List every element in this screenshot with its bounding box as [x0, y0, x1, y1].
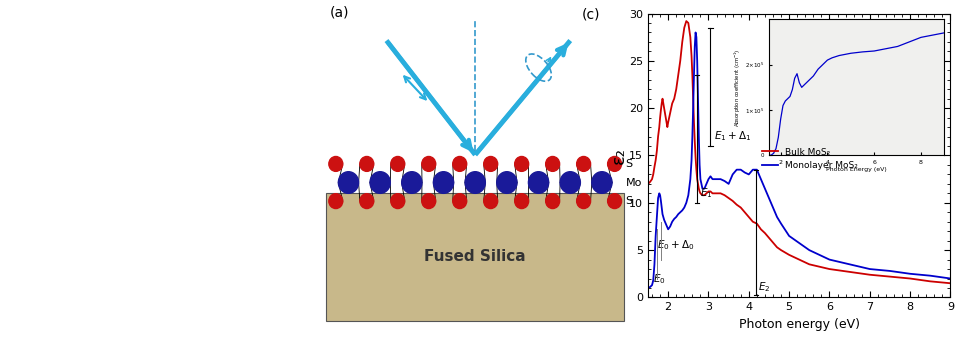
- Circle shape: [608, 156, 621, 171]
- Text: $E_0$: $E_0$: [653, 272, 665, 286]
- Monolayer MoS₂: [642, 286, 654, 290]
- Circle shape: [577, 156, 590, 171]
- Bulk MoS₂: [693, 187, 705, 191]
- Circle shape: [338, 172, 359, 193]
- Circle shape: [329, 194, 343, 209]
- Circle shape: [391, 156, 405, 171]
- Text: (c): (c): [582, 8, 600, 22]
- Bulk MoS₂: [677, 40, 688, 44]
- Circle shape: [545, 194, 560, 209]
- Circle shape: [591, 172, 612, 193]
- Line: Bulk MoS₂: Bulk MoS₂: [648, 21, 950, 283]
- Circle shape: [329, 156, 343, 171]
- Circle shape: [515, 194, 529, 209]
- Monolayer MoS₂: [715, 177, 727, 181]
- Y-axis label: ε₂: ε₂: [610, 147, 628, 164]
- Monolayer MoS₂: [693, 135, 705, 139]
- Text: $E_1$: $E_1$: [701, 186, 713, 200]
- Circle shape: [515, 156, 529, 171]
- Bar: [326, 193, 624, 321]
- Text: (a): (a): [329, 6, 349, 20]
- Monolayer MoS₂: [756, 177, 767, 181]
- Circle shape: [391, 194, 405, 209]
- Text: S: S: [626, 196, 633, 206]
- Circle shape: [401, 172, 422, 193]
- Circle shape: [484, 194, 497, 209]
- Monolayer MoS₂: [690, 30, 702, 34]
- Bulk MoS₂: [708, 191, 720, 195]
- Circle shape: [465, 172, 486, 193]
- Text: $E_2$: $E_2$: [758, 280, 771, 294]
- Circle shape: [545, 156, 560, 171]
- Text: S: S: [626, 159, 633, 169]
- Circle shape: [577, 194, 590, 209]
- Bulk MoS₂: [652, 135, 663, 139]
- Circle shape: [360, 194, 373, 209]
- Text: $E_0+\Delta_0$: $E_0+\Delta_0$: [657, 238, 694, 252]
- X-axis label: Photon energy (eV): Photon energy (eV): [738, 318, 860, 331]
- Bulk MoS₂: [756, 227, 767, 231]
- Monolayer MoS₂: [677, 208, 688, 212]
- Circle shape: [433, 172, 454, 193]
- Circle shape: [453, 156, 467, 171]
- Circle shape: [608, 194, 621, 209]
- Monolayer MoS₂: [708, 177, 720, 181]
- Circle shape: [484, 156, 497, 171]
- Bulk MoS₂: [715, 191, 727, 195]
- Text: Fused Silica: Fused Silica: [424, 249, 526, 264]
- Bulk MoS₂: [945, 281, 956, 285]
- Circle shape: [496, 172, 517, 193]
- Circle shape: [370, 172, 391, 193]
- Circle shape: [528, 172, 549, 193]
- Circle shape: [421, 156, 436, 171]
- Monolayer MoS₂: [945, 276, 956, 281]
- Legend: Bulk MoS₂, Monolayer MoS₂: Bulk MoS₂, Monolayer MoS₂: [758, 144, 862, 174]
- Text: Mo: Mo: [626, 177, 642, 188]
- Circle shape: [421, 194, 436, 209]
- Line: Monolayer MoS₂: Monolayer MoS₂: [648, 32, 950, 288]
- Circle shape: [560, 172, 581, 193]
- Circle shape: [360, 156, 373, 171]
- Bulk MoS₂: [642, 182, 654, 186]
- Monolayer MoS₂: [652, 196, 663, 200]
- Bulk MoS₂: [681, 19, 692, 23]
- Text: $E_1+\Delta_1$: $E_1+\Delta_1$: [713, 129, 751, 143]
- Circle shape: [453, 194, 467, 209]
